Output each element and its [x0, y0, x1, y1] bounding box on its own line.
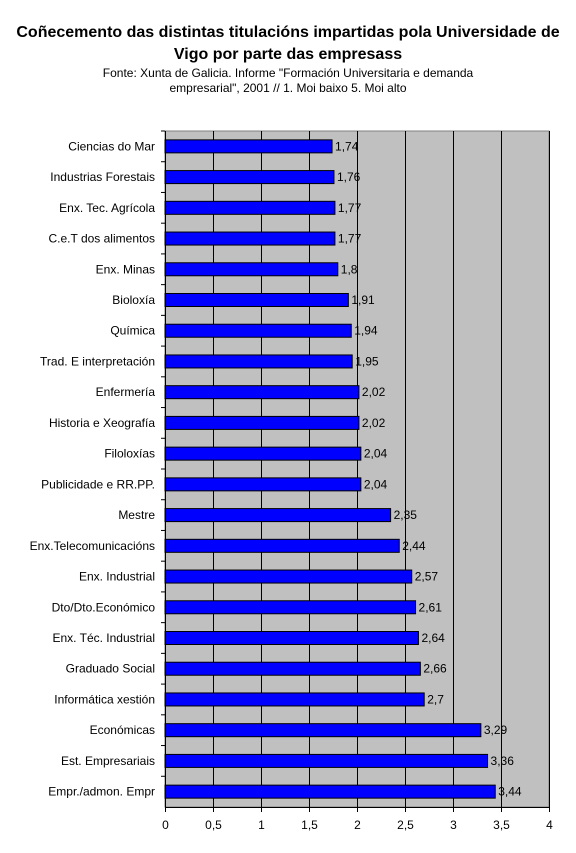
- value-label: 2,02: [362, 385, 386, 399]
- category-label: Est. Empresariais: [61, 754, 155, 768]
- value-label: 2,02: [362, 416, 386, 430]
- category-label: Bioloxía: [112, 293, 155, 307]
- bar: [164, 415, 360, 430]
- bar: [164, 692, 425, 707]
- bar: [164, 538, 400, 553]
- bar: [164, 139, 333, 154]
- value-label: 2,35: [394, 508, 418, 522]
- bar: [164, 293, 349, 307]
- category-label: Enx. Industrial: [79, 570, 155, 584]
- category-label: C.e.T dos alimentos: [49, 232, 156, 246]
- category-label: Trad. E interpretación: [40, 354, 155, 368]
- category-label: Filoloxías: [104, 447, 155, 461]
- value-label: 1,77: [338, 232, 362, 246]
- category-label: Enx. Téc. Industrial: [53, 631, 156, 645]
- x-tick-label: 1: [258, 818, 265, 832]
- value-label: 1,94: [354, 324, 378, 338]
- bar: [164, 784, 496, 799]
- value-label: 2,04: [364, 447, 388, 461]
- value-label: 1,91: [351, 293, 375, 307]
- value-label: 1,77: [338, 201, 362, 215]
- value-label: 2,44: [402, 539, 426, 553]
- x-tick-label: 0: [162, 818, 169, 832]
- x-tick-label: 3: [450, 818, 457, 832]
- bar: [164, 477, 362, 492]
- bar: [164, 200, 336, 215]
- bar: [164, 661, 421, 676]
- bar: [164, 723, 482, 738]
- category-label: Enx. Tec. Agrícola: [59, 201, 155, 215]
- value-label: 3,44: [498, 785, 522, 799]
- x-tick-label: 3,5: [493, 818, 510, 832]
- value-label: 1,95: [355, 354, 379, 368]
- category-label: Enfermería: [96, 385, 156, 399]
- value-label: 3,36: [491, 754, 515, 768]
- bar: [164, 385, 360, 400]
- category-label: Mestre: [118, 508, 155, 522]
- value-label: 3,29: [484, 723, 508, 737]
- bar: [164, 446, 362, 461]
- value-label: 2,61: [419, 600, 443, 614]
- bar: [164, 231, 336, 246]
- axes: Ciencias do Mar Industrias Forestais Enx. …: [30, 130, 553, 832]
- value-label: 1,76: [337, 170, 361, 184]
- category-label: Publicidade e RR.PP.: [41, 477, 155, 491]
- x-tick-label: 1,5: [301, 818, 318, 832]
- bar: [164, 323, 352, 338]
- category-label: Económicas: [90, 723, 155, 737]
- chart-subtitle: Fonte: Xunta de Galicia. Informe "Formac…: [102, 66, 474, 95]
- category-label: Informática xestión: [54, 692, 155, 706]
- category-label: Industrias Forestais: [50, 170, 155, 184]
- value-label: 2,64: [421, 631, 445, 645]
- bar: [164, 508, 392, 523]
- category-label: Dto/Dto.Económico: [52, 600, 156, 614]
- category-label: Graduado Social: [66, 662, 155, 676]
- category-label: Enx.Telecomunicacións: [30, 539, 155, 553]
- bar: [164, 753, 489, 768]
- bar: [164, 170, 335, 185]
- category-label: Enx. Minas: [96, 262, 155, 276]
- value-label: 2,66: [423, 662, 447, 676]
- chart-title: Coñecemento das distintas titulacións im…: [16, 24, 560, 63]
- x-tick-label: 4: [546, 818, 553, 832]
- bars: 1,74 1,76 1,77 1,77 1,8 1,91 1,94 1,95 2,02 2,02 2…: [164, 139, 522, 799]
- value-label: 2,04: [364, 477, 388, 491]
- x-tick-label: 2,5: [397, 818, 414, 832]
- category-label: Historia e Xeografía: [49, 416, 155, 430]
- bar: [164, 262, 339, 277]
- value-label: 2,7: [427, 692, 444, 706]
- category-label: Química: [110, 324, 155, 338]
- bar: [164, 354, 353, 369]
- value-label: 1,8: [341, 262, 358, 276]
- bar: [164, 600, 417, 615]
- value-label: 2,57: [415, 570, 439, 584]
- x-tick-label: 2: [354, 818, 361, 832]
- category-label: Ciencias do Mar: [68, 139, 155, 153]
- x-tick-label: 0,5: [205, 818, 222, 832]
- category-label: Empr./admon. Empr: [48, 785, 155, 799]
- bar: [164, 631, 419, 645]
- bar: [164, 569, 413, 584]
- value-label: 1,74: [335, 139, 359, 153]
